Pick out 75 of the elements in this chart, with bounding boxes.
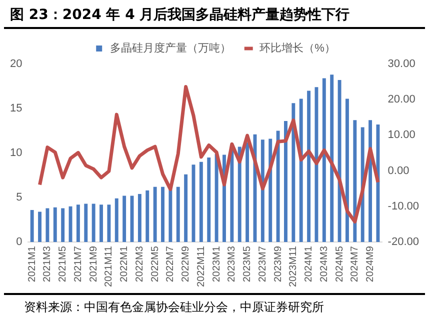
bar [330, 74, 334, 242]
legend-label: 环比增长（%） [260, 42, 336, 55]
x-tick-label: 2021M11 [104, 246, 115, 288]
y2-tick-label: -10.00 [388, 200, 420, 212]
bar [114, 198, 118, 242]
x-tick-label: 2023M3 [226, 246, 238, 282]
x-tick-label: 2024M1 [304, 246, 315, 282]
chart-title: 图 23：2024 年 4 月后我国多晶硅料产量趋势性下行 [4, 0, 425, 29]
x-tick-label: 2022M5 [150, 246, 161, 282]
bar [92, 204, 96, 242]
bar [138, 194, 142, 242]
bar [307, 90, 311, 242]
bar [100, 204, 103, 242]
x-tick-label: 2022M9 [180, 246, 192, 282]
bar [61, 208, 65, 242]
x-tick-label: 2023M9 [272, 246, 284, 282]
bar [168, 190, 172, 242]
y2-tick-label: -20.00 [388, 236, 420, 248]
bar [153, 186, 157, 242]
bar [161, 186, 164, 242]
y-tick-label: 5 [16, 192, 22, 204]
bar [176, 186, 180, 242]
bar [376, 124, 380, 242]
bar [199, 162, 203, 242]
bar [122, 196, 126, 242]
y2-tick-label: 20.00 [388, 94, 416, 106]
x-tick-label: 2024M7 [350, 246, 361, 282]
bar [292, 103, 296, 242]
x-tick-label: 2023M1 [211, 246, 222, 282]
legend-label: 多晶硅月度产量（万吨） [110, 42, 232, 55]
y2-tick-label: 0.00 [388, 164, 410, 177]
bar [38, 212, 42, 242]
bar [322, 78, 326, 242]
x-tick-label: 2021M7 [72, 246, 84, 282]
y-tick-label: 10 [10, 147, 22, 160]
x-tick-label: 2023M7 [257, 246, 268, 282]
bar [84, 204, 88, 242]
bar [246, 142, 250, 242]
x-tick-label: 2023M5 [242, 246, 254, 282]
bar [314, 87, 318, 242]
x-tick-label: 2022M1 [119, 246, 130, 282]
bar [46, 208, 50, 242]
y2-tick-label: 30.00 [388, 58, 416, 70]
bar [345, 98, 349, 242]
bar [299, 98, 303, 242]
bar [276, 130, 280, 242]
x-tick-label: 2021M5 [58, 246, 69, 282]
y2-tick-label: 10.00 [388, 129, 416, 142]
x-tick-label: 2024M3 [318, 246, 330, 282]
bar [214, 154, 218, 242]
x-tick-label: 2021M9 [88, 246, 100, 282]
x-tick-label: 2024M9 [365, 246, 376, 282]
x-tick-label: 2022M3 [134, 246, 146, 282]
bar [230, 148, 234, 242]
bar [53, 207, 57, 242]
bar [76, 204, 80, 242]
x-tick-label: 2022M7 [165, 246, 176, 282]
y-tick-label: 20 [10, 58, 22, 70]
bar [207, 157, 211, 242]
x-tick-label: 2021M1 [26, 246, 38, 282]
bar [107, 204, 111, 242]
bar [30, 210, 34, 242]
x-tick-label: 2024M5 [334, 246, 346, 282]
bar [338, 80, 342, 242]
text: 资料来源：中国有色金属协会硅业分会，中原证券研究所 [4, 293, 425, 316]
bar [146, 190, 150, 242]
bar [184, 174, 188, 242]
bar [260, 140, 264, 242]
bar [353, 120, 357, 242]
x-tick-label: 2022M11 [196, 246, 207, 288]
y-tick-label: 15 [10, 102, 22, 115]
bar [284, 120, 288, 242]
x-tick-label: 2021M3 [42, 246, 54, 282]
x-tick-label: 2023M11 [288, 246, 300, 288]
y-tick-label: 0 [16, 236, 22, 248]
